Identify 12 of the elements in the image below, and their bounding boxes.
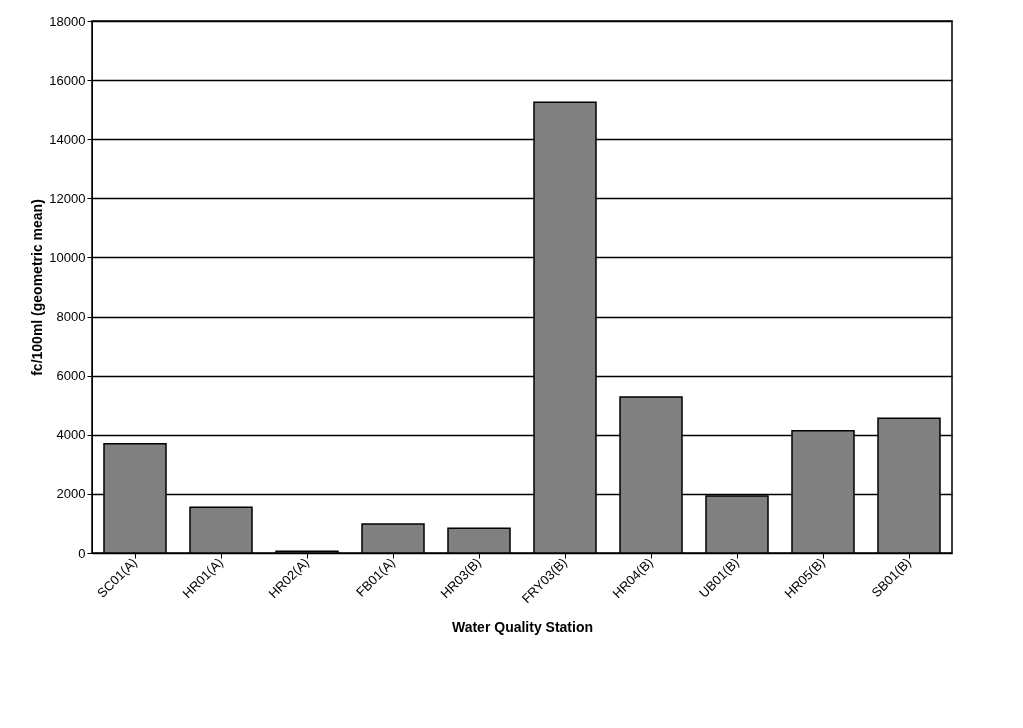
y-axis-title: fc/100ml (geometric mean)	[29, 199, 46, 376]
y-tick-label: 6000	[56, 368, 86, 384]
y-tick-label: 14000	[49, 131, 86, 147]
y-tick-label: 4000	[56, 427, 86, 443]
x-axis-title: Water Quality Station	[451, 619, 594, 636]
y-tick-label: 16000	[49, 72, 86, 88]
y-tick-label: 0	[78, 545, 86, 561]
y-tick-label: 2000	[56, 486, 86, 502]
y-tick-label: 10000	[49, 249, 86, 265]
y-tick-label: 12000	[49, 190, 86, 206]
y-tick-label: 18000	[49, 13, 86, 29]
y-tick-label: 8000	[56, 309, 86, 325]
